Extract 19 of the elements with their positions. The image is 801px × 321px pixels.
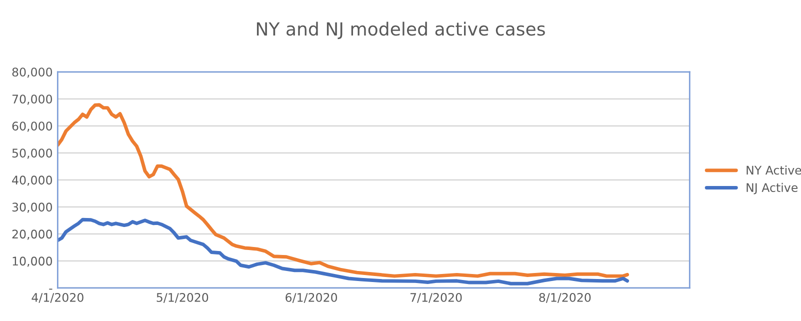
- y-tick-label: 70,000: [12, 94, 52, 105]
- y-tick-label: 30,000: [12, 202, 52, 213]
- y-tick-label: 50,000: [12, 148, 52, 159]
- x-tick-label: 7/1/2020: [410, 293, 462, 303]
- x-tick-label: 6/1/2020: [286, 293, 338, 303]
- legend-label: NJ Active: [746, 182, 798, 194]
- legend-label: NY Active: [746, 166, 801, 175]
- line-series: [58, 103, 630, 278]
- y-tick-label: 20,000: [12, 230, 52, 240]
- y-tick-label: 80,000: [12, 68, 52, 78]
- x-tick-label: 8/1/2020: [539, 293, 591, 303]
- line-series: [58, 218, 630, 286]
- y-tick-label: 10,000: [12, 256, 52, 267]
- x-tick-label: 4/1/2020: [32, 293, 84, 303]
- x-tick-label: 5/1/2020: [156, 293, 208, 303]
- y-tick-label: -: [49, 288, 52, 290]
- y-tick-label: 40,000: [12, 176, 52, 186]
- chart-title: NY and NJ modeled active cases: [256, 22, 545, 40]
- y-tick-label: 60,000: [12, 122, 52, 132]
